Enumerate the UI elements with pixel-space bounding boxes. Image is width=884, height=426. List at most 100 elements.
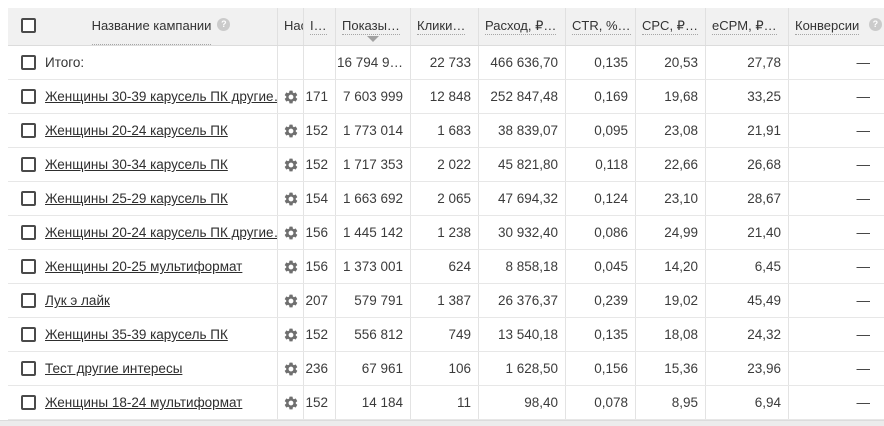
column-header-settings[interactable]: Нас [277, 8, 303, 45]
conversions-cell: — [788, 148, 884, 181]
totals-spend: 466 636,70 [478, 46, 565, 79]
totals-label: Итого: [45, 55, 85, 70]
column-header-clicks[interactable]: Клики… [410, 8, 478, 45]
totals-settings-cell [277, 46, 303, 79]
page-bottom-strip [0, 420, 884, 426]
column-header-spend[interactable]: Расход, ₽… [478, 8, 565, 45]
row-checkbox[interactable] [21, 157, 36, 172]
campaign-name-link[interactable]: Женщины 20-24 карусель ПК другие… [45, 225, 277, 240]
ecpm-cell: 21,40 [705, 216, 788, 249]
cpc-cell: 19,68 [635, 80, 705, 113]
gear-icon[interactable] [283, 123, 299, 139]
totals-checkbox[interactable] [21, 55, 36, 70]
row-checkbox[interactable] [21, 259, 36, 274]
campaign-name-link[interactable]: Женщины 20-24 карусель ПК [45, 123, 228, 138]
cpc-cell: 23,10 [635, 182, 705, 215]
campaign-name-cell: Лук э лайк [45, 284, 277, 317]
clicks-cell: 1 238 [410, 216, 478, 249]
help-icon[interactable]: ? [868, 18, 882, 31]
campaign-name-link[interactable]: Женщины 35-39 карусель ПК [45, 327, 228, 342]
campaign-id-cell: 171 [303, 80, 335, 113]
row-checkbox-cell [8, 46, 45, 79]
column-header-label: eCPM, ₽… [712, 18, 777, 35]
select-all-checkbox[interactable] [21, 18, 36, 33]
gear-icon[interactable] [283, 361, 299, 377]
row-checkbox[interactable] [21, 293, 36, 308]
campaign-id-cell: 152 [303, 386, 335, 419]
campaign-name-cell: Женщины 20-24 карусель ПК [45, 114, 277, 147]
row-checkbox[interactable] [21, 225, 36, 240]
spend-cell: 26 376,37 [478, 284, 565, 317]
column-header-label: CTR, %… [572, 18, 631, 35]
conversions-cell: — [788, 352, 884, 385]
campaign-settings-cell [277, 250, 303, 283]
campaign-settings-cell [277, 114, 303, 147]
campaign-row: Женщины 30-34 карусель ПК 152 1 717 353 … [8, 148, 884, 182]
row-checkbox-cell [8, 182, 45, 215]
campaign-row: Тест другие интересы 236 67 961 106 1 62… [8, 352, 884, 386]
row-checkbox[interactable] [21, 191, 36, 206]
row-checkbox[interactable] [21, 361, 36, 376]
campaign-name-link[interactable]: Женщины 30-39 карусель ПК другие… [45, 89, 277, 104]
gear-icon[interactable] [283, 157, 299, 173]
gear-icon[interactable] [283, 293, 299, 309]
row-checkbox-cell [8, 114, 45, 147]
campaign-id-cell: 154 [303, 182, 335, 215]
gear-icon[interactable] [283, 327, 299, 343]
gear-icon[interactable] [283, 191, 299, 207]
campaign-settings-cell [277, 284, 303, 317]
spend-cell: 38 839,07 [478, 114, 565, 147]
campaign-name-link[interactable]: Женщины 30-34 карусель ПК [45, 157, 228, 172]
row-checkbox[interactable] [21, 89, 36, 104]
help-icon[interactable]: ? [217, 18, 231, 31]
column-header-ctr[interactable]: CTR, %… [565, 8, 635, 45]
column-header-id[interactable]: I… [303, 8, 335, 45]
conversions-cell: — [788, 250, 884, 283]
totals-conversions: — [788, 46, 884, 79]
ctr-cell: 0,118 [565, 148, 635, 181]
row-checkbox-cell [8, 80, 45, 113]
totals-clicks: 22 733 [410, 46, 478, 79]
campaign-row: Женщины 25-29 карусель ПК 154 1 663 692 … [8, 182, 884, 216]
row-checkbox[interactable] [21, 327, 36, 342]
column-header-label: Показы… [342, 18, 400, 35]
gear-icon[interactable] [283, 225, 299, 241]
column-header-cpc[interactable]: CPC, ₽… [635, 8, 705, 45]
ecpm-cell: 6,45 [705, 250, 788, 283]
cpc-cell: 14,20 [635, 250, 705, 283]
campaign-name-link[interactable]: Женщины 25-29 карусель ПК [45, 191, 228, 206]
ctr-cell: 0,045 [565, 250, 635, 283]
campaign-settings-cell [277, 216, 303, 249]
campaign-name-link[interactable]: Женщины 18-24 мультиформат [45, 395, 243, 410]
ecpm-cell: 33,25 [705, 80, 788, 113]
column-header-impressions[interactable]: Показы… [335, 8, 410, 45]
row-checkbox[interactable] [21, 123, 36, 138]
impressions-cell: 1 717 353 [335, 148, 410, 181]
ecpm-cell: 45,49 [705, 284, 788, 317]
campaign-name-link[interactable]: Тест другие интересы [45, 361, 183, 376]
column-header-campaign-name[interactable]: Название кампании ? [45, 8, 277, 45]
clicks-cell: 106 [410, 352, 478, 385]
column-header-ecpm[interactable]: eCPM, ₽… [705, 8, 788, 45]
cpc-cell: 15,36 [635, 352, 705, 385]
spend-cell: 47 694,32 [478, 182, 565, 215]
conversions-cell: — [788, 386, 884, 419]
campaign-id-cell: 152 [303, 148, 335, 181]
gear-icon[interactable] [283, 259, 299, 275]
clicks-cell: 1 683 [410, 114, 478, 147]
row-checkbox[interactable] [21, 395, 36, 410]
column-header-label: Нас [284, 18, 303, 33]
ecpm-cell: 26,68 [705, 148, 788, 181]
gear-icon[interactable] [283, 89, 299, 105]
campaign-name-link[interactable]: Лук э лайк [45, 293, 110, 308]
conversions-cell: — [788, 284, 884, 317]
totals-cpc: 20,53 [635, 46, 705, 79]
impressions-cell: 7 603 999 [335, 80, 410, 113]
campaign-settings-cell [277, 352, 303, 385]
gear-icon[interactable] [283, 395, 299, 411]
clicks-cell: 2 065 [410, 182, 478, 215]
campaign-name-link[interactable]: Женщины 20-25 мультиформат [45, 259, 243, 274]
spend-cell: 1 628,50 [478, 352, 565, 385]
column-header-conversions[interactable]: Конверсии ? [788, 8, 884, 45]
row-checkbox-cell [8, 284, 45, 317]
